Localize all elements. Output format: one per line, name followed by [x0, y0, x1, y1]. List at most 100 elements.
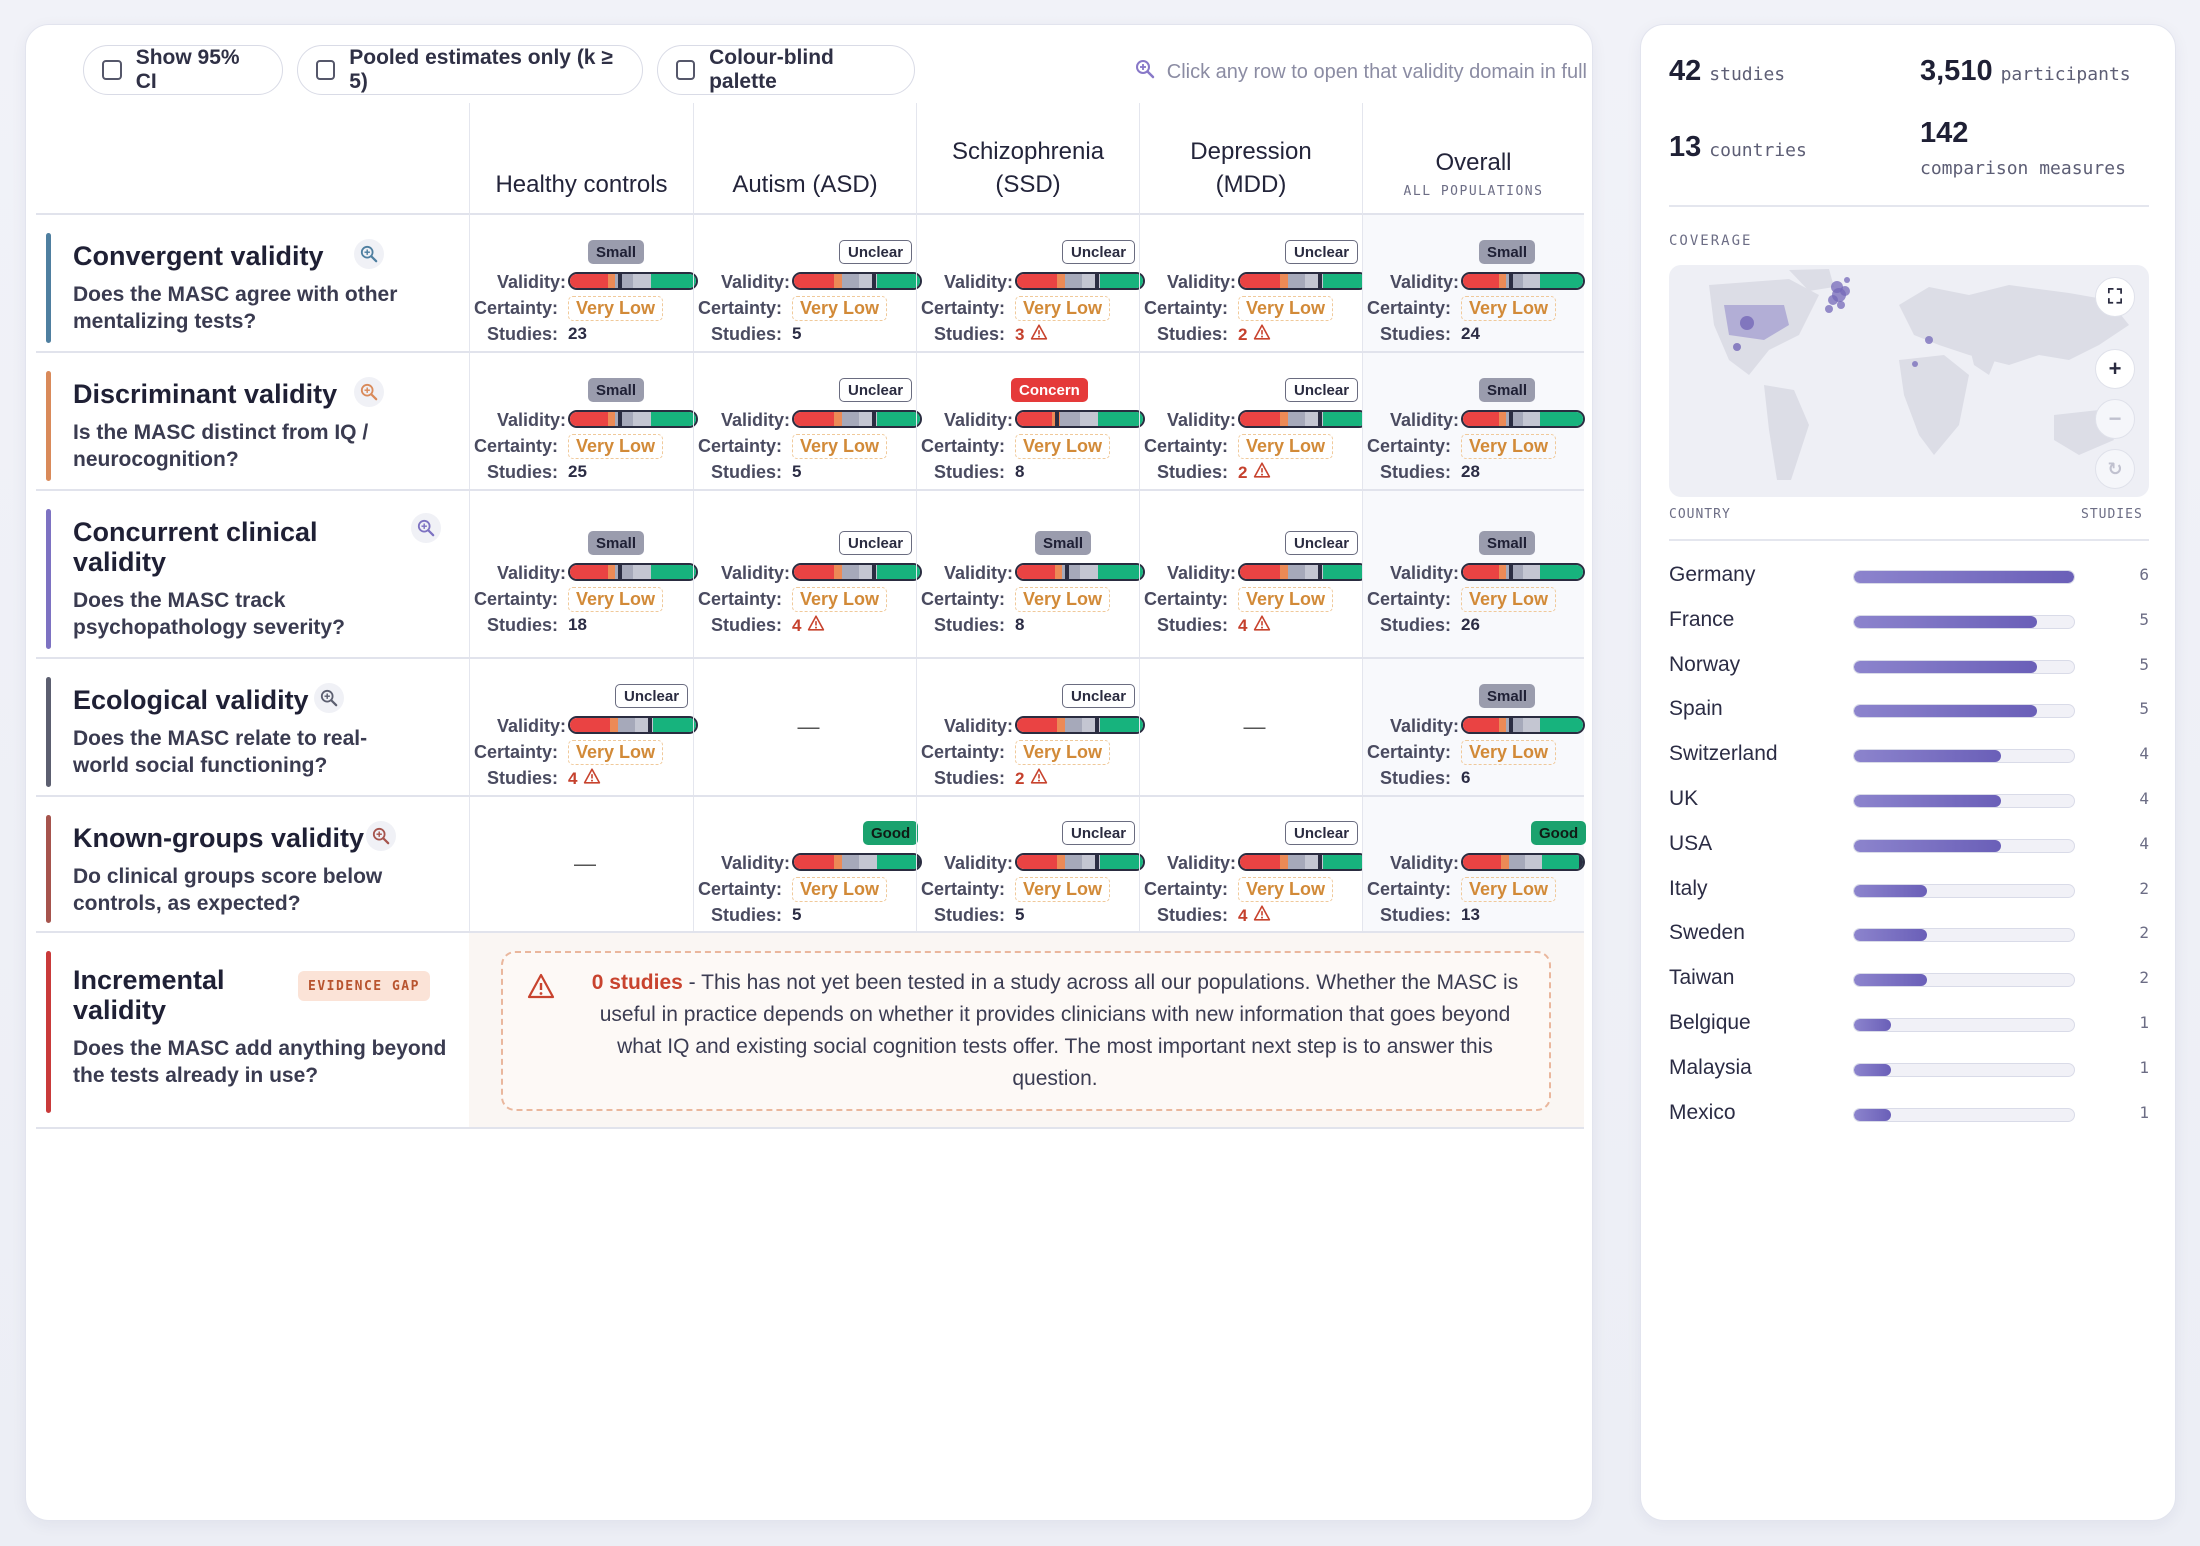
- domain-row[interactable]: Convergent validity Does the MASC agree w…: [36, 215, 1585, 353]
- evidence-cell[interactable]: Validity: Unclear Certainty: Very Low Studie…: [916, 215, 1145, 351]
- studies-count: 28: [1461, 462, 1480, 482]
- evidence-gap-content: 0 studies - This has not yet been tested…: [469, 933, 1584, 1127]
- domain-row[interactable]: Ecological validity Does the MASC relate …: [36, 659, 1585, 797]
- country-study-count: 1: [2139, 1102, 2149, 1122]
- country-row[interactable]: UK 4: [1669, 779, 2149, 823]
- validity-gauge: [1461, 563, 1585, 581]
- studies-label: Studies:: [486, 768, 558, 788]
- studies-count: 2: [1238, 324, 1271, 345]
- domain-label-cell: Incremental validity Does the MASC add a…: [36, 933, 468, 1127]
- gauge-segment: [1287, 855, 1306, 869]
- evidence-cell[interactable]: Validity: Good Certainty: Very Low Studies: 5: [693, 797, 922, 931]
- fullscreen-button[interactable]: ⛶: [2095, 277, 2135, 317]
- validity-gauge: [568, 563, 698, 581]
- studies-number: 24: [1461, 324, 1480, 343]
- show-ci-toggle[interactable]: Show 95% CI: [83, 45, 283, 95]
- country-name: Mexico: [1669, 1100, 1736, 1124]
- evidence-cell[interactable]: Validity: Good Certainty: Very Low Studies: 1…: [1362, 797, 1587, 931]
- domain-row[interactable]: Discriminant validity Is the MASC distinc…: [36, 353, 1585, 491]
- validity-badge: Small: [1479, 684, 1536, 708]
- country-row[interactable]: Norway 5: [1669, 645, 2149, 689]
- zoom-in-button[interactable]: +: [2095, 349, 2135, 389]
- domain-row[interactable]: Known-groups validity Do clinical groups …: [36, 797, 1587, 933]
- domain-question: Do clinical groups score below controls,…: [73, 865, 383, 915]
- open-domain-button[interactable]: [411, 513, 441, 543]
- domain-row-incremental[interactable]: Incremental validity Does the MASC add a…: [36, 933, 1584, 1129]
- evidence-cell[interactable]: Validity: Small Certainty: Very Low Studies:…: [1362, 659, 1585, 795]
- country-row[interactable]: Italy 2: [1669, 869, 2149, 913]
- domain-question: Does the MASC agree with other mentalizi…: [73, 283, 398, 333]
- evidence-cell[interactable]: Validity: Unclear Certainty: Very Low Studie…: [916, 797, 1145, 931]
- open-domain-button[interactable]: [314, 683, 344, 713]
- validity-gauge: [792, 410, 922, 428]
- studies-label: Studies:: [710, 615, 782, 635]
- participants-unit: participants: [2000, 64, 2131, 85]
- evidence-cell[interactable]: —: [469, 797, 693, 931]
- country-row[interactable]: USA 4: [1669, 824, 2149, 868]
- evidence-cell[interactable]: Validity: Unclear Certainty: Very Low Studie…: [469, 659, 698, 795]
- evidence-cell[interactable]: Validity: Small Certainty: Very Low Studies:…: [1362, 353, 1585, 489]
- evidence-cell[interactable]: Validity: Unclear Certainty: Very Low Studie…: [1139, 491, 1368, 657]
- pooled-only-toggle[interactable]: Pooled estimates only (k ≥ 5): [297, 45, 643, 95]
- gauge-segment: [1280, 855, 1288, 869]
- country-row[interactable]: Sweden 2: [1669, 913, 2149, 957]
- country-row[interactable]: France 5: [1669, 600, 2149, 644]
- certainty-value: Very Low: [1461, 296, 1557, 321]
- gauge-segment: [570, 274, 608, 288]
- studies-number: 4: [568, 768, 578, 788]
- evidence-cell[interactable]: Validity: Small Certainty: Very Low Studies:…: [1362, 491, 1585, 657]
- country-study-count: 6: [2139, 565, 2149, 584]
- country-row[interactable]: Belgique 1: [1669, 1003, 2149, 1047]
- country-bar-fill: [1854, 660, 2038, 673]
- country-row[interactable]: Switzerland 4: [1669, 734, 2149, 778]
- zoom-out-button[interactable]: −: [2095, 399, 2135, 439]
- gauge-segment: [1287, 274, 1306, 288]
- reset-view-button[interactable]: ↻: [2095, 449, 2135, 489]
- gauge-segment: [650, 274, 696, 288]
- country-bar-track: [1853, 794, 2075, 808]
- pooled-only-checkbox[interactable]: [316, 60, 336, 80]
- evidence-cell[interactable]: Validity: Concern Certainty: Very Low Studie…: [916, 353, 1145, 489]
- certainty-label: Certainty:: [697, 298, 782, 318]
- open-domain-button[interactable]: [354, 377, 384, 407]
- show-ci-checkbox[interactable]: [102, 60, 122, 80]
- map-marker-usa: [1740, 316, 1754, 330]
- country-row[interactable]: Malaysia 1: [1669, 1048, 2149, 1092]
- country-row[interactable]: Mexico 1: [1669, 1093, 2149, 1137]
- country-row[interactable]: Germany 6: [1669, 555, 2149, 599]
- gauge-segment: [1525, 855, 1543, 869]
- colour-blind-toggle[interactable]: Colour-blind palette: [657, 45, 915, 95]
- country-row[interactable]: Spain 5: [1669, 689, 2149, 733]
- evidence-cell[interactable]: Validity: Small Certainty: Very Low Studies:…: [916, 491, 1145, 657]
- validity-label: Validity:: [1166, 410, 1236, 430]
- studies-label: Studies:: [933, 768, 1005, 788]
- open-domain-button[interactable]: [354, 239, 384, 269]
- coverage-map[interactable]: ⛶ + − ↻: [1669, 265, 2149, 497]
- gauge-segment: [1499, 565, 1507, 579]
- evidence-cell[interactable]: Validity: Unclear Certainty: Very Low Studie…: [693, 215, 922, 351]
- gauge-segment: [650, 412, 696, 426]
- validity-badge: Unclear: [839, 378, 913, 402]
- gauge-segment: [1240, 855, 1281, 869]
- evidence-cell[interactable]: Validity: Small Certainty: Very Low Studies:…: [469, 215, 698, 351]
- evidence-cell[interactable]: Validity: Unclear Certainty: Very Low Studie…: [1139, 353, 1368, 489]
- evidence-cell[interactable]: —: [693, 659, 916, 795]
- evidence-cell[interactable]: Validity: Unclear Certainty: Very Low Studie…: [916, 659, 1145, 795]
- colour-blind-checkbox[interactable]: [676, 60, 696, 80]
- validity-label: Validity:: [1389, 853, 1459, 873]
- evidence-cell[interactable]: Validity: Small Certainty: Very Low Studies:…: [1362, 215, 1585, 351]
- gauge-marker: [1318, 274, 1322, 288]
- evidence-cell[interactable]: Validity: Unclear Certainty: Very Low Studie…: [1139, 215, 1368, 351]
- open-domain-button[interactable]: [366, 821, 396, 851]
- domain-row[interactable]: Concurrent clinical validity Does the MAS…: [36, 491, 1585, 659]
- evidence-cell[interactable]: Validity: Unclear Certainty: Very Low Studie…: [693, 353, 922, 489]
- studies-number: 4: [1238, 615, 1248, 635]
- country-row[interactable]: Taiwan 2: [1669, 958, 2149, 1002]
- evidence-cell[interactable]: Validity: Unclear Certainty: Very Low Studie…: [1139, 797, 1368, 931]
- studies-label: Studies:: [486, 324, 558, 344]
- evidence-cell[interactable]: Validity: Unclear Certainty: Very Low Studie…: [693, 491, 922, 657]
- evidence-cell[interactable]: Validity: Small Certainty: Very Low Studies:…: [469, 491, 698, 657]
- evidence-cell[interactable]: Validity: Small Certainty: Very Low Studies:…: [469, 353, 698, 489]
- certainty-value: Very Low: [792, 877, 888, 902]
- evidence-cell[interactable]: —: [1139, 659, 1362, 795]
